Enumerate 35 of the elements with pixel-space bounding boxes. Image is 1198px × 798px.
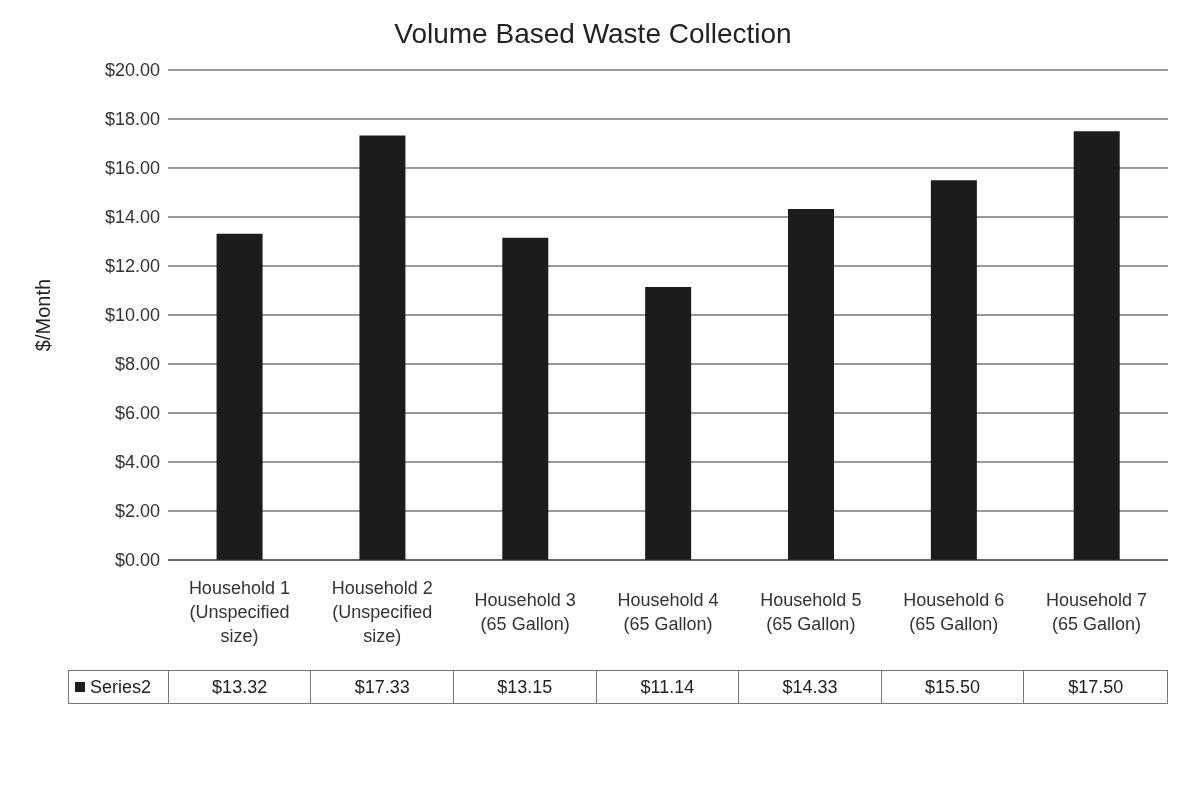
y-tick-label: $20.00 bbox=[104, 60, 160, 81]
chart-title: Volume Based Waste Collection bbox=[393, 17, 793, 50]
y-tick-label: $16.00 bbox=[104, 158, 160, 179]
data-label: $17.33 bbox=[311, 671, 455, 703]
y-tick-label: $2.00 bbox=[114, 501, 160, 522]
x-tick-label: Household 7 (65 Gallon) bbox=[1046, 590, 1148, 634]
data-label: $14.33 bbox=[739, 671, 882, 703]
bar bbox=[788, 208, 834, 560]
bar bbox=[502, 237, 549, 560]
data-label: $17.50 bbox=[1067, 675, 1125, 699]
data-label: $15.50 bbox=[881, 671, 1025, 703]
data-label: $13.15 bbox=[454, 671, 597, 703]
bar bbox=[359, 135, 406, 560]
x-tick-label: Household 1 (Unspecified size) bbox=[188, 578, 290, 646]
x-tick-label: Household 5 (65 Gallon) bbox=[760, 590, 862, 634]
bar bbox=[930, 180, 977, 560]
legend-label: Series2 bbox=[90, 676, 152, 698]
y-axis-title: $/Month bbox=[32, 278, 55, 352]
bar bbox=[1073, 131, 1120, 560]
y-tick-label: $8.00 bbox=[114, 354, 160, 375]
bar bbox=[645, 287, 692, 560]
y-tick-label: $14.00 bbox=[104, 207, 160, 228]
x-tick-label: Household 4 (65 Gallon) bbox=[617, 590, 719, 634]
x-tick-label: Household 3 (65 Gallon) bbox=[474, 590, 576, 634]
y-tick-label: $0.00 bbox=[114, 550, 160, 571]
bar bbox=[216, 233, 263, 560]
y-tick-label: $12.00 bbox=[104, 256, 160, 277]
y-tick-label: $18.00 bbox=[104, 109, 160, 130]
x-tick-label: Household 6 (65 Gallon) bbox=[903, 590, 1005, 634]
data-label: $13.32 bbox=[168, 671, 312, 703]
y-tick-label: $4.00 bbox=[114, 452, 160, 473]
x-tick-label: Household 2 (Unspecified size) bbox=[331, 578, 433, 646]
y-tick-label: $6.00 bbox=[114, 403, 160, 424]
y-tick-label: $10.00 bbox=[104, 305, 160, 326]
data-label: $11.14 bbox=[596, 671, 740, 703]
